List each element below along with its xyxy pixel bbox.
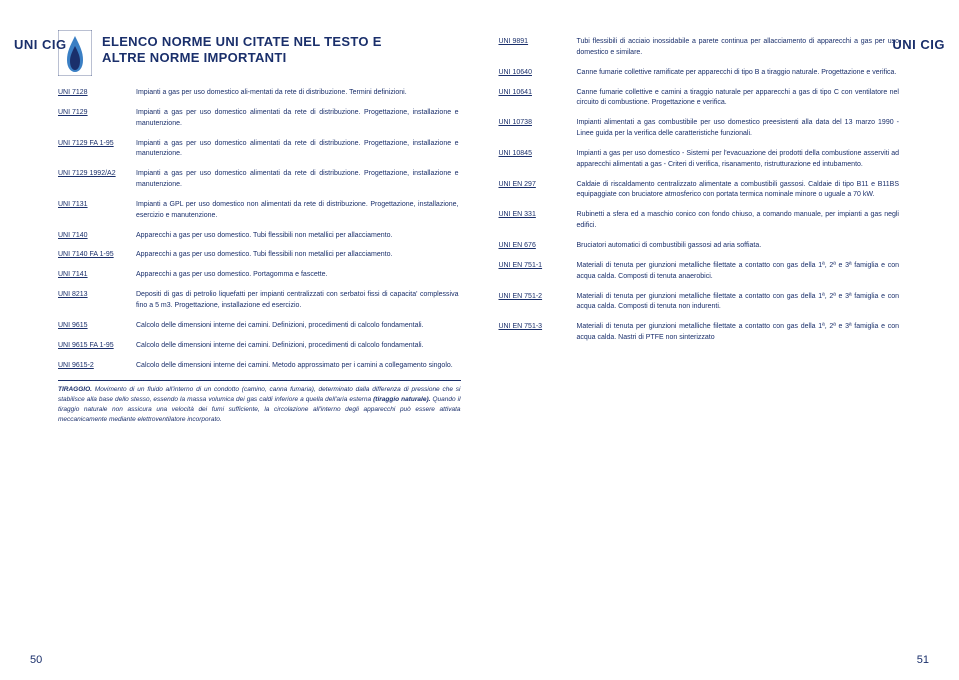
norm-description: Calcolo delle dimensioni interne dei cam… [136, 321, 461, 332]
norm-code: UNI 10845 [499, 149, 577, 171]
norm-description: Impianti a gas per uso domestico - Siste… [577, 149, 902, 171]
norm-code: UNI 10640 [499, 68, 577, 79]
norm-description: Impianti a gas per uso domestico aliment… [136, 139, 461, 161]
header-row: ELENCO NORME UNI CITATE NEL TESTO EALTRE… [58, 30, 461, 76]
norm-entry: UNI EN 331Rubinetti a sfera ed a maschio… [499, 210, 902, 232]
norm-code: UNI 9615 FA 1-95 [58, 341, 136, 352]
norm-description: Canne fumarie collettive e camini a tira… [577, 88, 902, 110]
norm-code: UNI 7131 [58, 200, 136, 222]
right-column: UNI 9891Tubi flessibili di acciaio inoss… [499, 30, 902, 666]
page-spread: UNI CIG UNI CIG ELENCO NORME UNI CITATE … [0, 0, 959, 680]
norm-description: Tubi flessibili di acciaio inossidabile … [577, 37, 902, 59]
norm-description: Caldaie di riscaldamento centralizzato a… [577, 180, 902, 202]
norm-entry: UNI 7141Apparecchi a gas per uso domesti… [58, 270, 461, 281]
norm-code: UNI 7128 [58, 88, 136, 99]
footnote-bold2: (tiraggio naturale). [373, 396, 430, 403]
norm-entry: UNI 10641Canne fumarie collettive e cami… [499, 88, 902, 110]
norm-code: UNI 7140 [58, 231, 136, 242]
norm-entry: UNI EN 751-1Materiali di tenuta per giun… [499, 261, 902, 283]
norm-entry: UNI 7140Apparecchi a gas per uso domesti… [58, 231, 461, 242]
norm-entry: UNI 9891Tubi flessibili di acciaio inoss… [499, 37, 902, 59]
norm-description: Rubinetti a sfera ed a maschio conico co… [577, 210, 902, 232]
norm-entry: UNI EN 297Caldaie di riscaldamento centr… [499, 180, 902, 202]
norm-code: UNI 7140 FA 1-95 [58, 250, 136, 261]
norm-entry: UNI 7131Impianti a GPL per uso domestico… [58, 200, 461, 222]
norm-code: UNI EN 751-1 [499, 261, 577, 283]
norm-entry: UNI 7128Impianti a gas per uso domestico… [58, 88, 461, 99]
norm-description: Calcolo delle dimensioni interne dei cam… [136, 341, 461, 352]
norm-code: UNI 8213 [58, 290, 136, 312]
norm-entry: UNI EN 676Bruciatori automatici di combu… [499, 241, 902, 252]
norm-description: Impianti a GPL per uso domestico non ali… [136, 200, 461, 222]
norm-description: Impianti a gas per uso domestico aliment… [136, 108, 461, 130]
norm-code: UNI EN 676 [499, 241, 577, 252]
side-label-right: UNI CIG [892, 37, 945, 52]
norm-code: UNI EN 331 [499, 210, 577, 232]
norm-entry: UNI EN 751-3Materiali di tenuta per giun… [499, 322, 902, 344]
norm-code: UNI 7129 1992/A2 [58, 169, 136, 191]
norm-description: Bruciatori automatici di combustibili ga… [577, 241, 902, 252]
norm-description: Apparecchi a gas per uso domestico. Tubi… [136, 250, 461, 261]
norm-description: Materiali di tenuta per giunzioni metall… [577, 322, 902, 344]
norm-description: Impianti alimentati a gas combustibile p… [577, 118, 902, 140]
norm-description: Apparecchi a gas per uso domestico. Port… [136, 270, 461, 281]
footnote-label: TIRAGGIO. [58, 386, 92, 393]
norm-description: Materiali di tenuta per giunzioni metall… [577, 292, 902, 314]
left-column: ELENCO NORME UNI CITATE NEL TESTO EALTRE… [58, 30, 461, 666]
norm-entry: UNI 7129 FA 1-95Impianti a gas per uso d… [58, 139, 461, 161]
page-number-left: 50 [30, 654, 42, 666]
norm-code: UNI 7129 [58, 108, 136, 130]
norm-entry: UNI 8213Depositi di gas di petrolio liqu… [58, 290, 461, 312]
norm-entry: UNI 10738Impianti alimentati a gas combu… [499, 118, 902, 140]
norm-entry: UNI 9615-2Calcolo delle dimensioni inter… [58, 361, 461, 372]
norm-code: UNI EN 751-2 [499, 292, 577, 314]
norm-code: UNI 9891 [499, 37, 577, 59]
norm-code: UNI 7141 [58, 270, 136, 281]
norm-code: UNI 10641 [499, 88, 577, 110]
norm-entry: UNI 7140 FA 1-95Apparecchi a gas per uso… [58, 250, 461, 261]
flame-icon [58, 30, 92, 76]
main-content: ELENCO NORME UNI CITATE NEL TESTO EALTRE… [58, 30, 901, 666]
norm-description: Canne fumarie collettive ramificate per … [577, 68, 902, 79]
norm-description: Impianti a gas per uso domestico aliment… [136, 169, 461, 191]
right-entries-list: UNI 9891Tubi flessibili di acciaio inoss… [499, 30, 902, 344]
norm-code: UNI 7129 FA 1-95 [58, 139, 136, 161]
norm-code: UNI 9615-2 [58, 361, 136, 372]
norm-entry: UNI 10640Canne fumarie collettive ramifi… [499, 68, 902, 79]
page-number-right: 51 [917, 654, 929, 666]
norm-entry: UNI EN 751-2Materiali di tenuta per giun… [499, 292, 902, 314]
norm-description: Calcolo delle dimensioni interne dei cam… [136, 361, 461, 372]
left-entries-list: UNI 7128Impianti a gas per uso domestico… [58, 88, 461, 371]
norm-description: Depositi di gas di petrolio liquefatti p… [136, 290, 461, 312]
norm-code: UNI EN 297 [499, 180, 577, 202]
norm-entry: UNI 9615 FA 1-95Calcolo delle dimensioni… [58, 341, 461, 352]
norm-description: Materiali di tenuta per giunzioni metall… [577, 261, 902, 283]
page-heading: ELENCO NORME UNI CITATE NEL TESTO EALTRE… [102, 34, 382, 67]
norm-entry: UNI 7129Impianti a gas per uso domestico… [58, 108, 461, 130]
norm-description: Impianti a gas per uso domestico ali-men… [136, 88, 461, 99]
norm-code: UNI EN 751-3 [499, 322, 577, 344]
norm-description: Apparecchi a gas per uso domestico. Tubi… [136, 231, 461, 242]
norm-code: UNI 10738 [499, 118, 577, 140]
footnote: TIRAGGIO. Movimento di un fluido all'int… [58, 380, 461, 424]
norm-entry: UNI 7129 1992/A2Impianti a gas per uso d… [58, 169, 461, 191]
norm-code: UNI 9615 [58, 321, 136, 332]
norm-entry: UNI 10845Impianti a gas per uso domestic… [499, 149, 902, 171]
norm-entry: UNI 9615Calcolo delle dimensioni interne… [58, 321, 461, 332]
